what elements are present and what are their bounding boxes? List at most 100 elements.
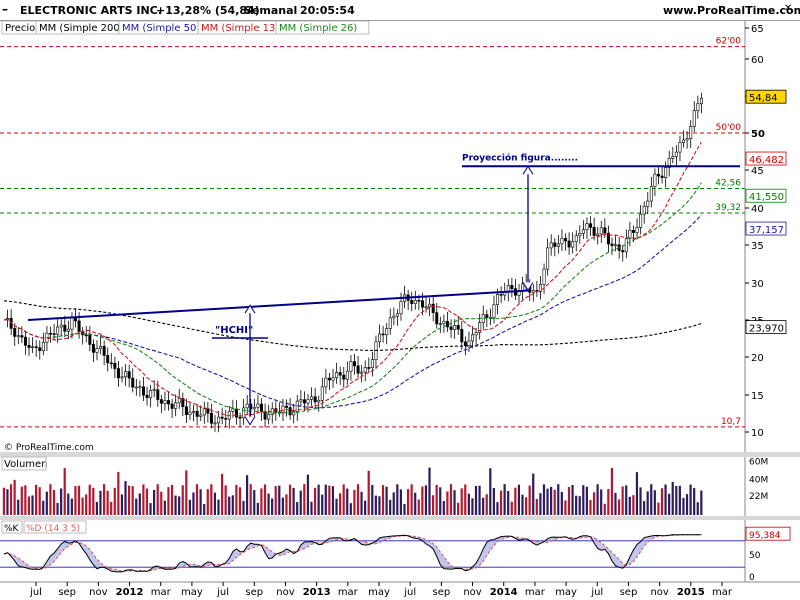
volume-bar: [170, 484, 174, 515]
volume-bar: [424, 485, 428, 515]
candle-body: [431, 303, 435, 313]
candle-body: [288, 407, 292, 416]
time-label: 2012: [116, 587, 144, 598]
volume-bar: [299, 490, 302, 515]
volume-bar: [532, 473, 535, 515]
candle-body: [310, 396, 314, 400]
volume-bar: [138, 493, 141, 515]
volume-bar: [507, 491, 510, 515]
time-label: nov: [463, 587, 481, 598]
candle-body: [59, 324, 63, 328]
volume-bar: [353, 489, 356, 515]
volume-bar: [235, 484, 238, 515]
volume-bar: [431, 495, 435, 515]
volume-bar: [160, 491, 163, 515]
volume-bar: [195, 484, 199, 515]
candle-body: [267, 414, 271, 420]
volume-bar: [485, 494, 488, 515]
neckline-trendline[interactable]: [27, 289, 531, 321]
ma-13-line: [3, 141, 702, 417]
legend-mm50: MM (Simple 50): [122, 23, 200, 34]
volume-bar: [328, 485, 331, 515]
volume-bar: [335, 498, 338, 515]
time-label: jul: [29, 587, 42, 598]
stoch-tick-label: 0: [749, 573, 755, 583]
volume-bar: [700, 490, 703, 515]
candle-body: [159, 399, 163, 404]
price-tick-label: 20: [751, 353, 764, 364]
candle-body: [603, 227, 607, 234]
volume-bar: [149, 503, 152, 515]
volume-bar: [203, 504, 206, 515]
candle-body: [653, 173, 657, 187]
price-tag-red: 46,482: [749, 155, 784, 166]
volume-bar: [410, 484, 413, 515]
legend-mm200: MM (Simple 200): [39, 23, 124, 34]
candle-body: [424, 306, 428, 309]
stoch-k-box[interactable]: [1, 520, 23, 534]
candle-body: [682, 139, 686, 144]
volume-bar: [635, 472, 639, 515]
candle-body: [428, 303, 432, 308]
volume-bar: [106, 490, 109, 515]
candle-body: [285, 405, 289, 408]
candle-body: [195, 410, 199, 417]
volume-title-box[interactable]: [1, 456, 47, 471]
candle-body: [614, 244, 618, 247]
legend-box-mm26[interactable]: [275, 20, 370, 35]
volume-bar: [174, 495, 177, 515]
candle-body: [460, 328, 464, 343]
candle-body: [231, 408, 235, 412]
time-label: jul: [403, 587, 416, 598]
volume-bar: [346, 488, 349, 515]
candle-body: [152, 389, 156, 392]
candle-body: [549, 242, 553, 249]
timeframe[interactable]: Semanal: [244, 4, 298, 17]
volume-bar: [396, 484, 399, 515]
candle-body: [571, 241, 575, 248]
volume-bar: [371, 484, 374, 515]
panel-divider-stoch[interactable]: [0, 516, 800, 520]
candle-body: [542, 268, 546, 285]
stoch-d-box[interactable]: [23, 520, 87, 534]
volume-bar: [45, 491, 48, 515]
candle-body: [317, 399, 321, 403]
volume-bar: [192, 492, 195, 515]
volume-bar: [607, 489, 610, 515]
volume-bar: [310, 501, 313, 515]
candle-body: [320, 386, 324, 401]
volume-bar: [668, 493, 671, 515]
level-label-1: 50'00: [716, 123, 742, 133]
candle-body: [56, 326, 60, 335]
volume-bar: [689, 484, 692, 515]
candle-body: [109, 362, 113, 365]
price-tick-label: 45: [751, 166, 764, 177]
candle-body: [217, 416, 221, 424]
candle-body: [27, 345, 31, 349]
candle-body: [367, 367, 371, 369]
candle-body: [349, 361, 353, 372]
panel-divider-volume[interactable]: [0, 452, 800, 457]
stoch-tag: 95,384: [749, 531, 781, 541]
minimize-icon[interactable]: –: [2, 2, 8, 16]
candle-body: [599, 227, 603, 235]
volume-bar: [414, 492, 417, 515]
candle-body: [292, 411, 296, 416]
volume-bar: [185, 470, 188, 515]
candle-body: [435, 312, 439, 325]
volume-bar: [592, 492, 596, 515]
site-url[interactable]: www.ProRealTime.com: [663, 4, 800, 17]
volume-bar: [596, 484, 599, 515]
candle-body: [331, 377, 335, 381]
volume-bar: [356, 484, 360, 515]
volume-bar: [460, 488, 463, 515]
legend-mm13: MM (Simple 13): [201, 23, 279, 34]
candle-body: [95, 348, 99, 353]
volume-bar: [178, 496, 181, 515]
close-icon[interactable]: ✕: [784, 3, 793, 14]
volume-bar: [34, 484, 38, 515]
legend-mm26: MM (Simple 26): [279, 23, 357, 34]
price-axis-background: [745, 20, 800, 600]
volume-bar: [67, 493, 70, 515]
